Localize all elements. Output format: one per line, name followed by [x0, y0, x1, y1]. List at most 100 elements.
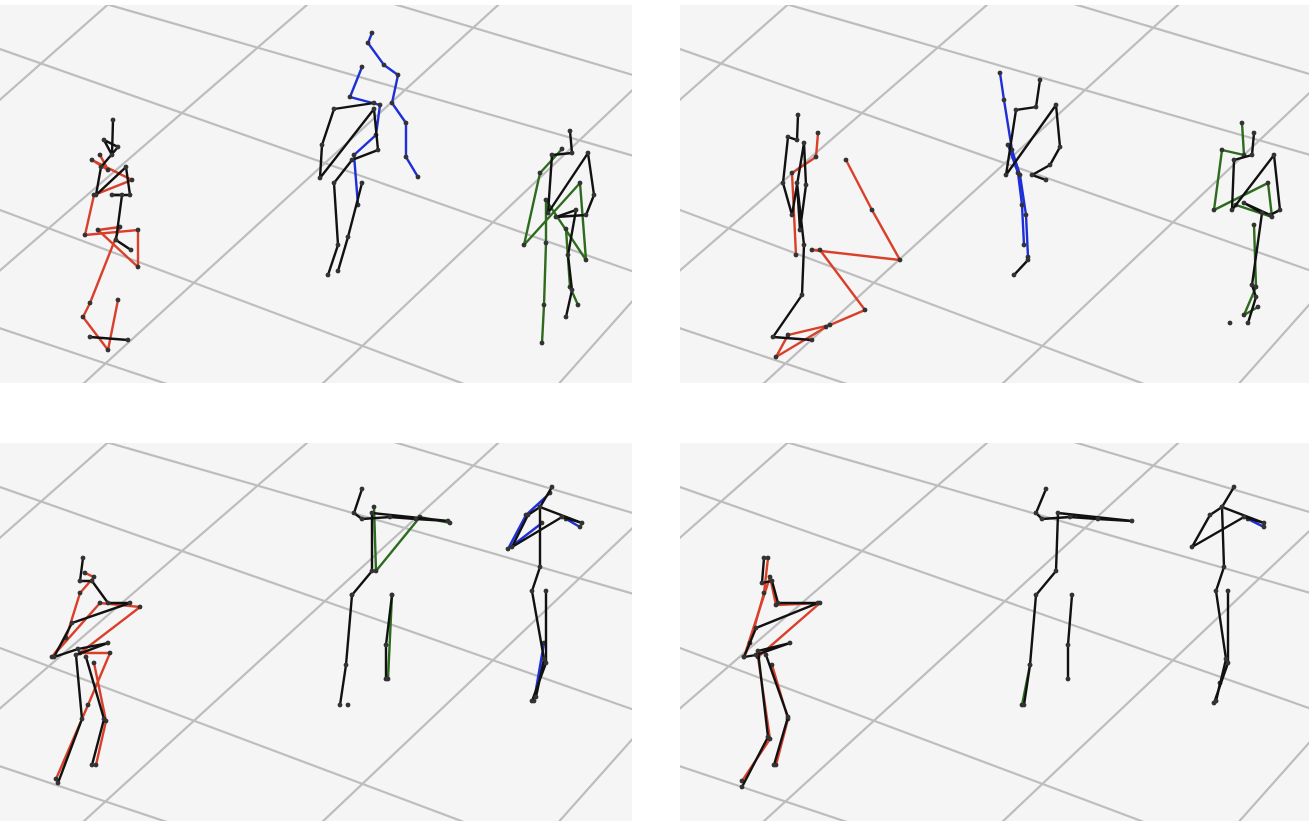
- bone: [318, 107, 376, 180]
- bone: [546, 153, 554, 215]
- joint: [1211, 700, 1217, 706]
- joint: [529, 698, 535, 704]
- bone: [84, 655, 106, 721]
- skeleton-blue-pair-reference: [509, 484, 585, 704]
- joint: [521, 242, 527, 248]
- bone: [78, 605, 142, 655]
- bone: [344, 593, 354, 667]
- bone: [90, 717, 106, 767]
- joint: [359, 180, 365, 186]
- scene-bottom-right: [680, 443, 1309, 821]
- joint: [1223, 656, 1229, 662]
- joint: [1019, 202, 1025, 208]
- bone: [771, 293, 804, 339]
- joint: [85, 702, 91, 708]
- bone: [70, 601, 132, 625]
- joint: [91, 574, 97, 580]
- bone: [1068, 515, 1100, 521]
- joint: [129, 177, 135, 183]
- bone: [546, 151, 590, 215]
- joint: [1227, 320, 1233, 326]
- joint: [123, 164, 129, 170]
- joint: [1067, 514, 1073, 520]
- joint: [799, 292, 805, 298]
- joint: [371, 100, 377, 106]
- joint: [369, 30, 375, 36]
- bone: [584, 193, 596, 217]
- bone: [566, 253, 574, 292]
- joint: [1047, 162, 1053, 168]
- joint: [403, 120, 409, 126]
- joint: [79, 716, 85, 722]
- joint: [359, 516, 365, 522]
- joint: [1249, 282, 1255, 288]
- bone: [360, 515, 392, 521]
- joint: [395, 72, 401, 78]
- bone: [1272, 153, 1282, 212]
- joint: [537, 504, 543, 510]
- joint: [91, 660, 97, 666]
- joint: [543, 197, 549, 203]
- joint: [1033, 510, 1039, 516]
- bone: [1018, 173, 1028, 217]
- joint: [1023, 212, 1029, 218]
- joint: [1211, 207, 1217, 213]
- bone: [1040, 515, 1072, 521]
- joint: [1003, 172, 1009, 178]
- joint: [1213, 588, 1219, 594]
- bone: [1014, 105, 1038, 112]
- joint: [801, 242, 807, 248]
- joint: [577, 524, 583, 530]
- bone: [114, 238, 133, 252]
- bone: [1190, 515, 1246, 549]
- joint: [1219, 147, 1225, 153]
- bone: [1240, 121, 1246, 157]
- joint: [105, 640, 111, 646]
- bone: [564, 288, 574, 319]
- joint: [381, 62, 387, 68]
- joint: [359, 64, 365, 70]
- bone: [114, 193, 124, 242]
- joint: [80, 314, 86, 320]
- bone: [1214, 589, 1228, 661]
- skeleton-red-pair-predicted: [739, 555, 823, 784]
- bone: [388, 515, 418, 521]
- skeleton-blue-pair-reference: [317, 100, 381, 278]
- joint: [1231, 484, 1237, 490]
- bone: [124, 165, 132, 197]
- joint: [583, 212, 589, 218]
- joint: [403, 154, 409, 160]
- joint: [565, 252, 571, 258]
- bone: [1004, 103, 1058, 177]
- joint: [780, 180, 786, 186]
- bone: [550, 151, 574, 157]
- bone: [1220, 485, 1236, 509]
- bone: [318, 143, 324, 180]
- joint: [789, 212, 795, 218]
- bone: [384, 593, 394, 647]
- panel-top-right: [680, 5, 1309, 383]
- bone: [802, 141, 808, 187]
- bone: [578, 181, 588, 262]
- bone: [1030, 173, 1048, 182]
- joint: [753, 625, 759, 631]
- joint: [115, 144, 121, 150]
- bone: [1230, 153, 1276, 212]
- joint: [1241, 200, 1247, 206]
- joint: [773, 354, 779, 360]
- joint: [1043, 486, 1049, 492]
- bone: [350, 148, 380, 162]
- bone: [78, 556, 85, 583]
- joint: [813, 154, 819, 160]
- joint: [771, 762, 777, 768]
- joint: [767, 574, 773, 580]
- joint: [377, 102, 383, 108]
- joint: [371, 106, 377, 112]
- joint: [110, 117, 116, 123]
- bone: [756, 649, 770, 739]
- panel-bottom-left: [0, 443, 632, 821]
- skeleton-blue-pair-reference: [1003, 77, 1063, 278]
- bone: [56, 717, 84, 785]
- joint: [89, 578, 95, 584]
- joint: [553, 214, 559, 220]
